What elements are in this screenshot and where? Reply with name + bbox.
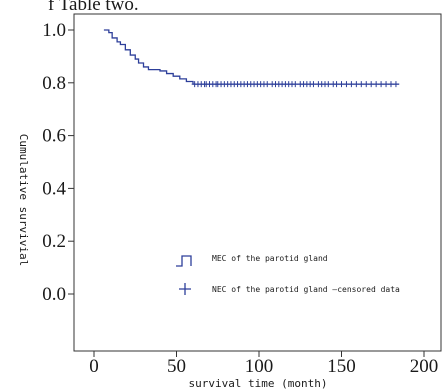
x-tick-label: 0 (89, 356, 99, 377)
legend-plus-symbol (179, 283, 191, 295)
y-axis: 0.0 0.2 0.4 0.6 0.8 1.0 (42, 20, 74, 305)
legend-label-series: MEC of the parotid gland (212, 254, 328, 263)
x-axis: 0 50 100 150 200 (89, 351, 438, 377)
y-tick-label: 0.8 (42, 73, 66, 94)
x-tick-label: 50 (167, 356, 186, 377)
y-tick-label: 1.0 (42, 20, 66, 41)
series-layer (103, 29, 400, 85)
legend-label-censored: NEC of the parotid gland —censored data (212, 285, 400, 294)
caption-fragment: f Table two. (48, 0, 139, 15)
y-axis-title: Cumulative survivial (17, 134, 30, 266)
plot-frame (73, 13, 442, 352)
y-tick-label: 0.0 (42, 284, 66, 305)
survival-step-line (103, 29, 400, 85)
x-axis-title: survival time (month) (188, 377, 327, 390)
censor-layer (191, 81, 399, 88)
y-tick-label: 0.6 (42, 126, 66, 147)
x-tick-label: 200 (410, 356, 439, 377)
y-tick-label: 0.2 (42, 231, 66, 252)
x-tick-label: 150 (327, 356, 356, 377)
y-tick-label: 0.4 (42, 178, 66, 199)
legend: MEC of the parotid gland NEC of the paro… (176, 254, 400, 295)
x-tick-label: 100 (245, 356, 274, 377)
censored-mark (392, 81, 399, 88)
legend-step-symbol (176, 255, 192, 267)
